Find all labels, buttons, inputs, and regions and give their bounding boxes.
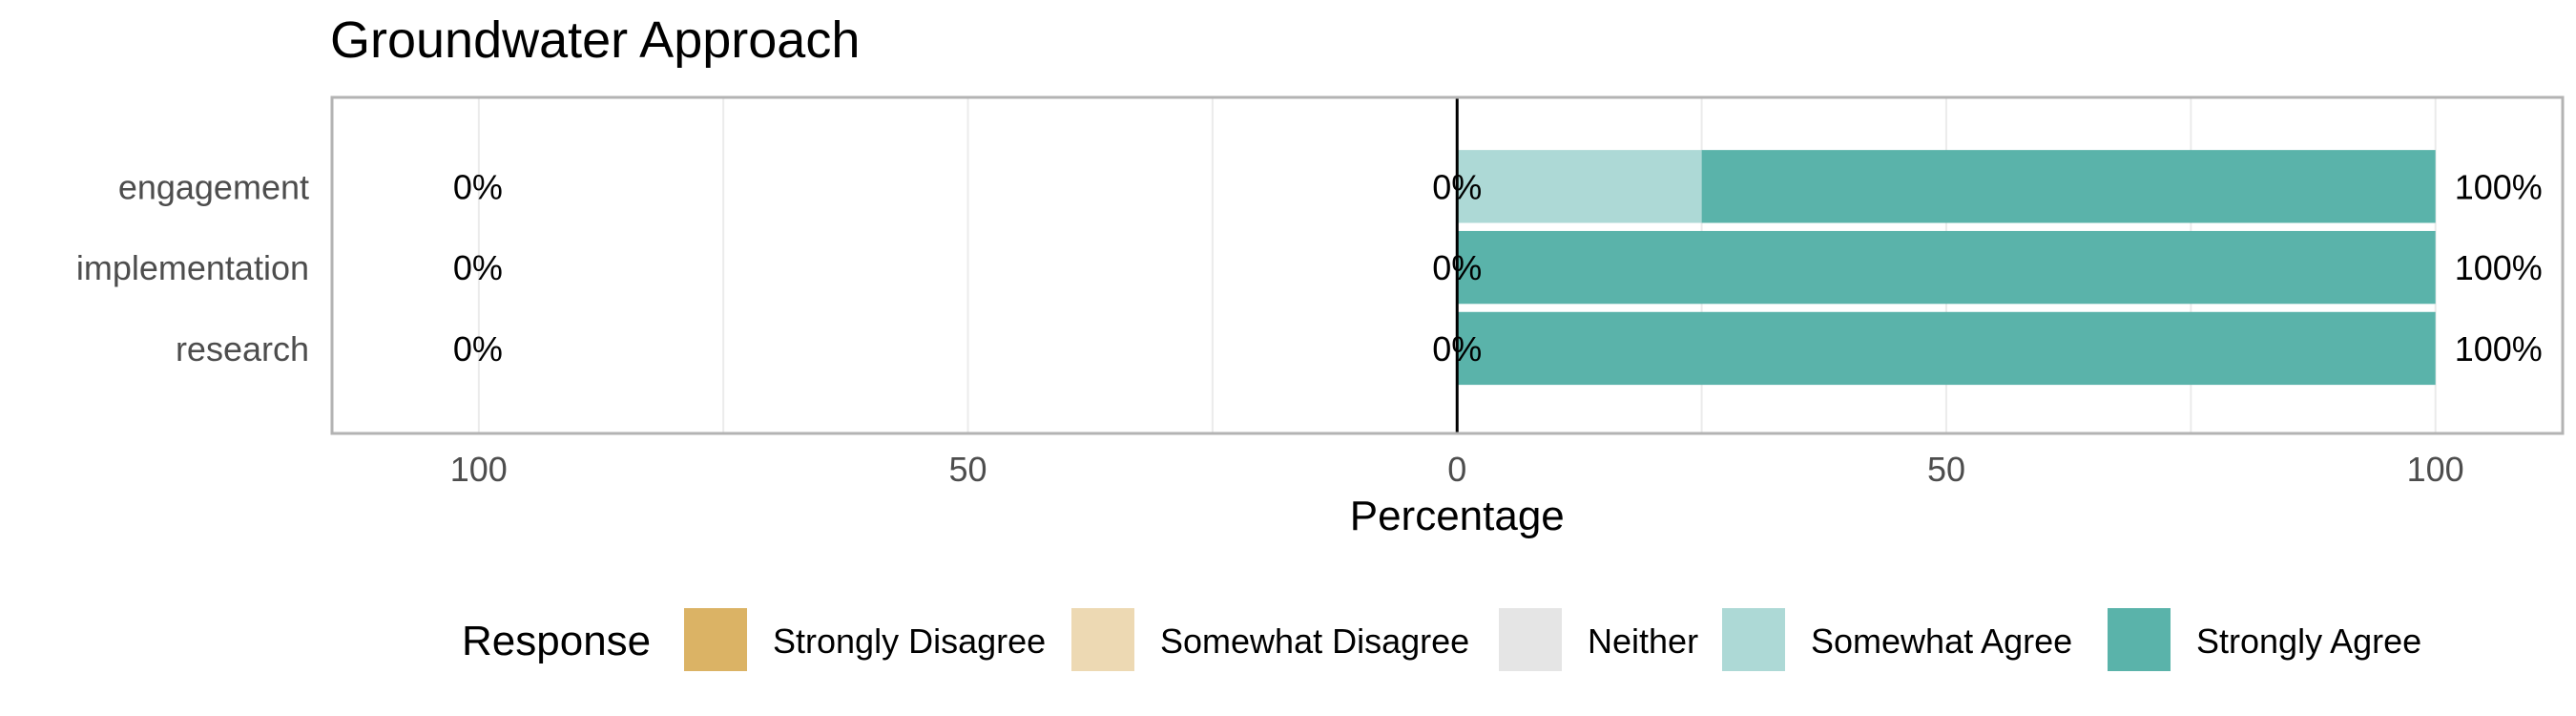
legend-label: Somewhat Disagree <box>1160 621 1469 661</box>
center-percent-label: 0% <box>1432 167 1482 206</box>
legend-title: Response <box>462 618 651 664</box>
center-percent-label: 0% <box>1432 248 1482 287</box>
legend-key <box>682 606 749 673</box>
x-tick-label: 100 <box>450 450 508 489</box>
left-percent-label: 0% <box>453 248 503 287</box>
label-layer: engagement 0% 0% 100% implementation 0% 0% 100%… <box>76 167 2543 489</box>
legend-label: Strongly Disagree <box>773 621 1046 661</box>
right-percent-label: 100% <box>2455 167 2543 206</box>
legend-key <box>1070 606 1136 673</box>
legend-label: Somewhat Agree <box>1811 621 2072 661</box>
bar-layer <box>1457 150 2436 386</box>
chart-title: Groundwater Approach <box>330 11 860 69</box>
legend-key <box>1720 606 1787 673</box>
left-percent-label: 0% <box>453 167 503 206</box>
x-tick-label: 50 <box>1927 450 1965 489</box>
category-label: implementation <box>76 248 309 287</box>
x-tick-label: 100 <box>2407 450 2464 489</box>
category-label: engagement <box>118 167 309 206</box>
right-percent-label: 100% <box>2455 248 2543 287</box>
legend-label: Strongly Agree <box>2196 621 2421 661</box>
panel-border <box>330 95 2565 435</box>
bar-segment <box>1457 150 1702 223</box>
bar-segment <box>1457 230 2436 305</box>
x-tick-label: 50 <box>949 450 987 489</box>
legend: Strongly Disagree Somewhat Disagree Neithe… <box>682 606 2421 673</box>
bar-segment <box>1457 311 2436 386</box>
x-axis-title: Percentage <box>1350 493 1565 539</box>
bar-segment <box>1701 150 2436 223</box>
right-percent-label: 100% <box>2455 329 2543 369</box>
legend-label: Neither <box>1588 621 1698 661</box>
center-percent-label: 0% <box>1432 329 1482 369</box>
legend-key <box>2106 606 2172 673</box>
legend-key <box>1497 606 1564 673</box>
category-label: research <box>176 329 309 369</box>
left-percent-label: 0% <box>453 329 503 369</box>
x-tick-label: 0 <box>1447 450 1466 489</box>
